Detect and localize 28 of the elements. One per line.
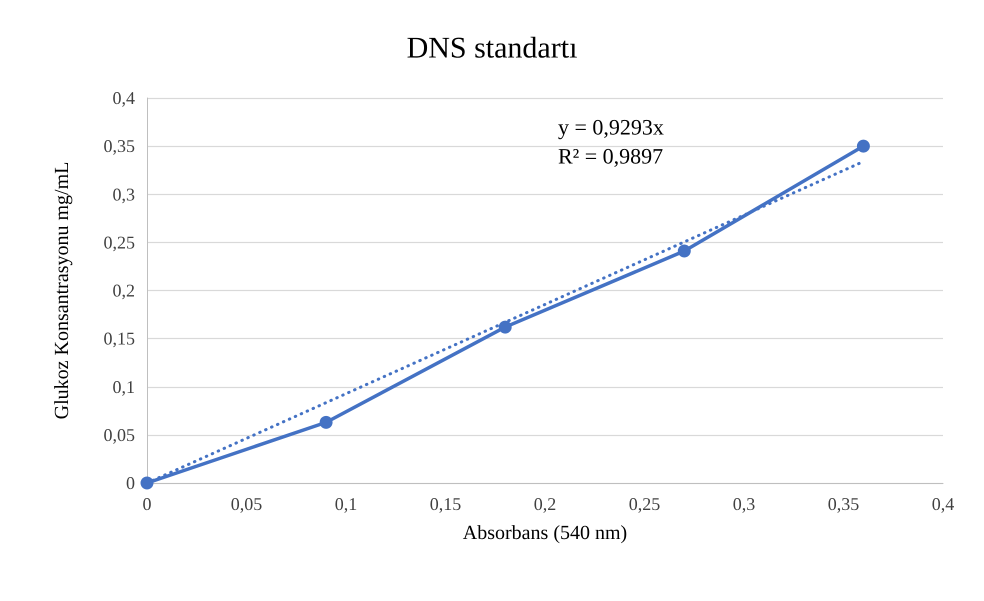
- chart-title: DNS standartı: [406, 32, 578, 64]
- x-tick-label: 0,05: [230, 494, 262, 514]
- y-tick-label: 0,35: [104, 136, 135, 156]
- y-tick-label: 0,1: [112, 376, 135, 397]
- annotation: R² = 0,9897: [558, 144, 664, 168]
- y-tick-label: 0,3: [112, 184, 135, 204]
- y-axis-title: Glukoz Konsantrasyonu mg/mL: [51, 162, 73, 420]
- x-tick-label: 0,4: [932, 494, 954, 514]
- point: [140, 476, 154, 490]
- x-tick-label: 0,15: [430, 494, 462, 514]
- point: [498, 320, 512, 334]
- x-tick-label: 0: [142, 494, 152, 514]
- y-tick-label: 0,4: [112, 88, 135, 108]
- point: [320, 416, 333, 429]
- annotation: y = 0,9293x: [558, 114, 664, 140]
- x-axis-title: Absorbans (540 nm): [462, 522, 628, 544]
- y-tick-label: 0,15: [104, 328, 135, 349]
- y-tick-label: 0: [126, 473, 135, 493]
- x-tick-label: 0,35: [828, 494, 860, 514]
- x-tick-label: 0,2: [534, 494, 556, 514]
- x-tick-label: 0,3: [732, 494, 756, 514]
- y-tick-label: 0,25: [104, 232, 135, 252]
- point: [678, 244, 691, 258]
- x-tick-label: 0,25: [628, 494, 660, 514]
- y-tick-label: 0,05: [104, 424, 135, 445]
- point: [856, 140, 870, 153]
- y-tick-label: 0,2: [112, 280, 135, 300]
- x-tick-label: 0,1: [334, 494, 358, 514]
